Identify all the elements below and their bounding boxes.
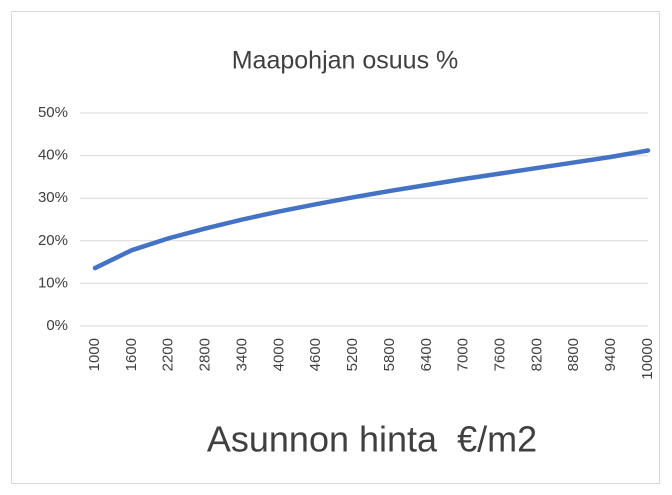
y-tick-label: 0% <box>46 317 68 334</box>
x-axis-title: Asunnon hinta €/m2 <box>207 419 537 460</box>
x-tick-label: 6400 <box>418 338 435 371</box>
y-tick-label: 40% <box>38 147 68 164</box>
x-tick-label: 3400 <box>233 338 250 371</box>
x-tick-label: 8200 <box>528 338 545 371</box>
y-tick-label: 20% <box>38 232 68 249</box>
x-tick-label: 8800 <box>565 338 582 371</box>
y-tick-label: 50% <box>38 104 68 121</box>
x-tick-label: 1600 <box>123 338 140 371</box>
x-tick-label: 1000 <box>86 338 103 371</box>
x-tick-label: 7600 <box>492 338 509 371</box>
x-tick-label: 10000 <box>639 338 656 380</box>
x-tick-label: 7000 <box>455 338 472 371</box>
y-tick-label: 30% <box>38 189 68 206</box>
x-tick-label: 5800 <box>381 338 398 371</box>
chart-title: Maapohjan osuus % <box>232 47 459 75</box>
data-line <box>92 148 651 271</box>
x-tick-label: 2200 <box>160 338 177 371</box>
y-tick-label: 10% <box>38 274 68 291</box>
chart-frame <box>11 11 660 484</box>
x-tick-label: 2800 <box>197 338 214 371</box>
x-tick-label: 4600 <box>307 338 324 371</box>
x-tick-label: 9400 <box>602 338 619 371</box>
x-tick-label: 4000 <box>270 338 287 371</box>
x-tick-label: 5200 <box>344 338 361 371</box>
